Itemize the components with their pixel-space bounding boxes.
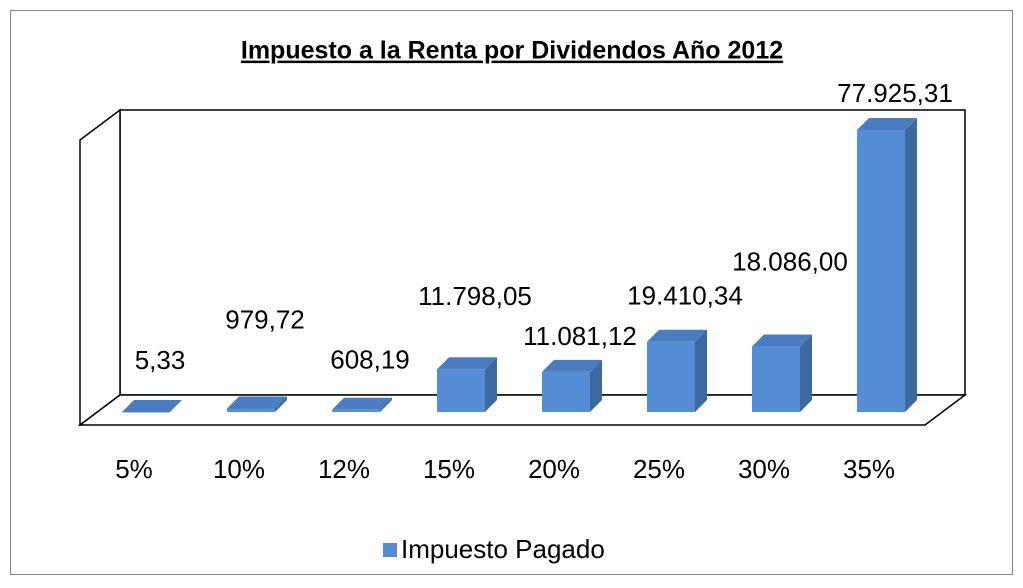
legend-swatch — [383, 543, 397, 557]
bar-top — [647, 329, 707, 342]
x-tick-label: 25% — [633, 454, 685, 484]
bar-top — [857, 118, 917, 130]
bar — [752, 346, 800, 412]
bar-side — [590, 359, 602, 412]
bar — [227, 408, 275, 412]
data-label: 11.081,12 — [523, 321, 637, 351]
bar-side — [695, 329, 707, 412]
chart-title: Impuesto a la Renta por Dividendos Año 2… — [241, 37, 783, 65]
x-tick-label: 10% — [213, 454, 265, 484]
bar-side — [485, 357, 497, 412]
x-tick-label: 20% — [528, 454, 580, 484]
bar-side — [380, 397, 392, 412]
bar-top — [752, 334, 812, 347]
bar — [542, 371, 590, 412]
side-wall — [79, 108, 121, 427]
x-tick-label: 5% — [115, 454, 153, 484]
bar-side — [275, 396, 287, 412]
bar — [437, 369, 485, 412]
legend-label: Impuesto Pagado — [401, 534, 605, 564]
bar-top — [332, 397, 392, 410]
data-label: 11.798,05 — [418, 281, 532, 311]
bar-side — [905, 118, 917, 412]
data-label: 18.086,00 — [732, 246, 848, 276]
bar-side — [170, 399, 182, 412]
x-tick-label: 35% — [843, 454, 895, 484]
bar-side — [800, 334, 812, 412]
x-tick-label: 12% — [318, 454, 370, 484]
data-label: 19.410,34 — [627, 281, 743, 311]
bar — [857, 130, 905, 412]
bar — [647, 341, 695, 412]
floor — [77, 394, 968, 426]
bar — [122, 411, 170, 413]
bar — [332, 409, 380, 412]
bar-top — [227, 396, 287, 409]
x-tick-label: 15% — [423, 454, 475, 484]
bar-top — [437, 357, 497, 370]
data-label: 77.925,31 — [837, 78, 953, 108]
data-label: 5,33 — [135, 345, 186, 375]
x-tick-label: 30% — [738, 454, 790, 484]
data-label: 608,19 — [330, 345, 410, 375]
bar-top — [542, 359, 602, 372]
data-label: 979,72 — [225, 304, 305, 334]
bar-top — [122, 399, 182, 412]
